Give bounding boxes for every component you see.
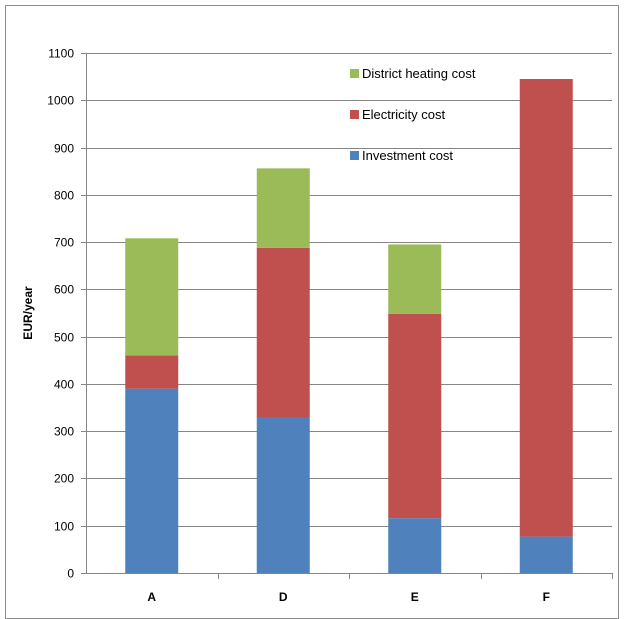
y-tick-label: 1000 [47,94,74,108]
legend-label: Electricity cost [362,107,445,122]
bar-f-investment-cost [519,536,573,573]
y-tick-label: 100 [54,520,74,534]
bar-a-investment-cost [125,388,179,573]
bar-f-electricity-cost [519,79,573,537]
legend-swatch [350,151,359,160]
y-tick-label: 0 [67,567,74,581]
bar-a-district-heating-cost [125,238,179,356]
y-tick-label: 600 [54,283,74,297]
y-tick-label: 400 [54,378,74,392]
y-tick-labels: 0 100 200 300 400 500 600 700 800 900 1000 1100 [47,47,74,581]
bar-e-electricity-cost [388,313,442,519]
x-tick-label: F [543,590,550,604]
bar-e-district-heating-cost [388,244,442,314]
legend-label: Investment cost [362,148,453,163]
bar-d-investment-cost [256,417,310,573]
y-axis-title: EUR/year [21,286,35,340]
legend-label: District heating cost [362,66,476,81]
y-tick-label: 700 [54,236,74,250]
axes [81,53,613,579]
y-tick-label: 200 [54,472,74,486]
bar-d-district-heating-cost [256,168,310,248]
y-tick-label: 500 [54,331,74,345]
legend: District heating cost Electricity cost Inv… [350,66,476,163]
bar-d-electricity-cost [256,247,310,418]
y-tick-label: 1100 [48,47,74,61]
y-tick-label: 900 [54,142,74,156]
chart-frame [5,5,619,619]
x-tick-label: A [147,590,156,604]
bar-a-electricity-cost [125,355,179,389]
y-tick-label: 300 [54,425,74,439]
y-tick-label: 800 [54,189,74,203]
x-tick-label: E [411,590,419,604]
x-tick-label: D [279,590,288,604]
legend-swatch [350,69,359,78]
legend-swatch [350,110,359,119]
bar-e-investment-cost [388,518,442,573]
bars [125,79,573,573]
